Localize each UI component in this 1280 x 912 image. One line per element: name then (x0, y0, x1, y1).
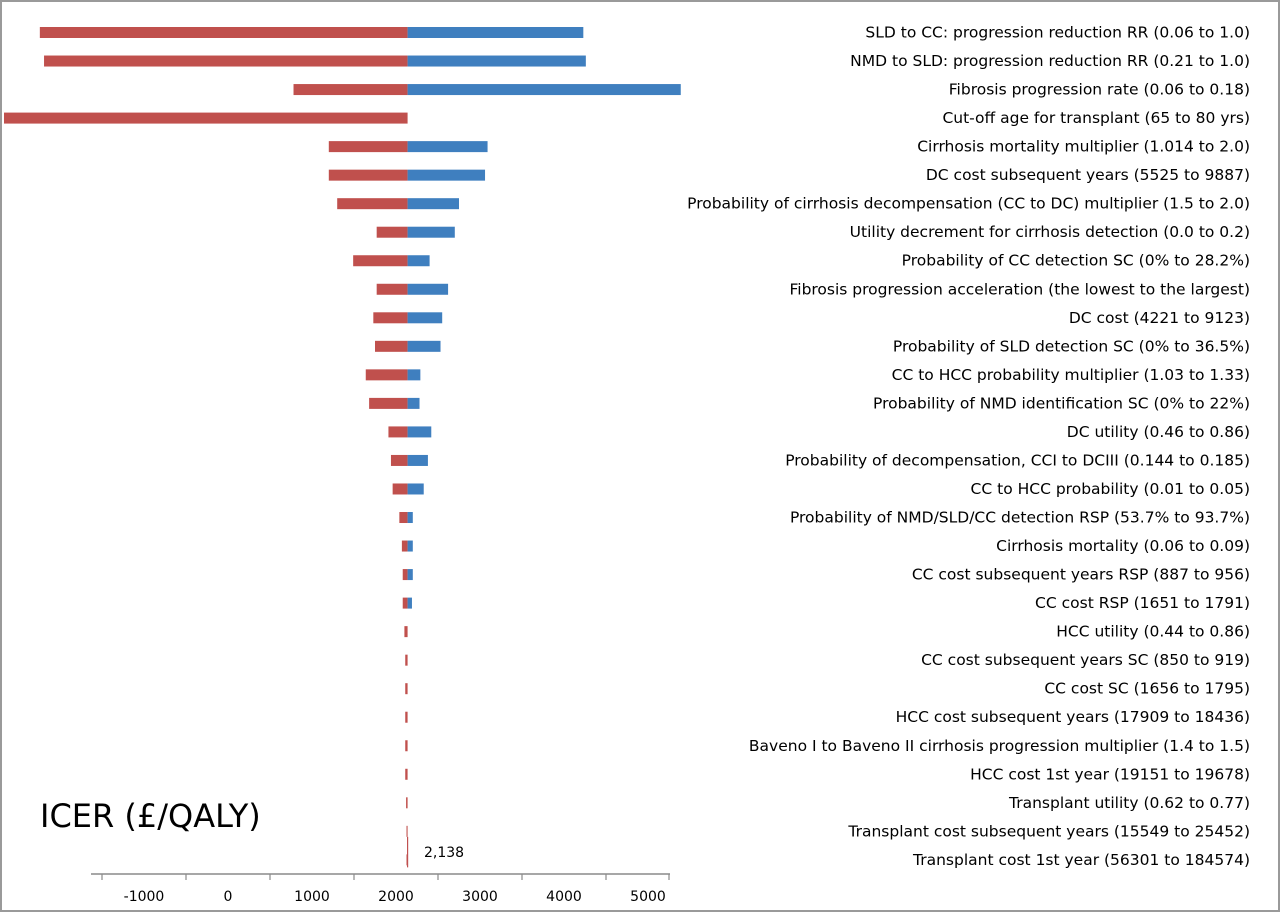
bar-low (375, 340, 408, 352)
bar-high (407, 255, 430, 267)
bar-high (407, 27, 584, 38)
bar-high (407, 226, 455, 238)
category-label: Probability of SLD detection SC (0% to 3… (893, 337, 1250, 355)
bar-low (369, 397, 408, 409)
category-label: Utility decrement for cirrhosis detectio… (850, 223, 1250, 241)
bar-high (407, 340, 441, 352)
category-label: HCC utility (0.44 to 0.86) (1056, 623, 1250, 641)
category-label: HCC cost subsequent years (17909 to 1843… (896, 708, 1250, 726)
category-label: Fibrosis progression rate (0.06 to 0.18) (949, 81, 1250, 99)
x-tick-label: 2000 (378, 889, 414, 905)
x-tick-label: 4000 (546, 889, 582, 905)
category-label: DC cost subsequent years (5525 to 9887) (926, 166, 1250, 184)
bar-high (407, 540, 413, 552)
bar-high (407, 454, 428, 466)
x-tick-label: -1000 (124, 889, 165, 905)
category-label: Transplant cost subsequent years (15549 … (847, 822, 1250, 840)
bar-low (353, 255, 408, 267)
bar-low (405, 740, 408, 752)
category-label: CC to HCC probability multiplier (1.03 t… (892, 366, 1250, 384)
category-label: Cirrhosis mortality (0.06 to 0.09) (996, 537, 1250, 555)
x-tick-label: 0 (224, 889, 233, 905)
category-label: Cirrhosis mortality multiplier (1.014 to… (917, 138, 1250, 156)
bar-low (402, 569, 408, 581)
bar-low (39, 27, 408, 38)
bar-low (365, 369, 408, 381)
x-tick-label: 1000 (294, 889, 330, 905)
bar-high (407, 312, 443, 324)
bar-high (407, 597, 412, 609)
bar-low (390, 454, 408, 466)
x-axis-title: ICER (£/QALY) (40, 797, 261, 835)
category-label: Transplant cost 1st year (56301 to 18457… (912, 851, 1250, 869)
bar-high (407, 198, 459, 210)
bar-low (373, 312, 408, 324)
bar-low (388, 426, 408, 438)
category-label: Probability of NMD identification SC (0%… (873, 394, 1250, 412)
bar-low (404, 626, 408, 638)
bar-low (44, 55, 408, 67)
bar-low (405, 711, 408, 723)
base-value-label: 2,138 (424, 845, 464, 861)
x-tick-label: 3000 (462, 889, 498, 905)
category-label: DC utility (0.46 to 0.86) (1067, 423, 1250, 441)
x-axis-ticks-group: -1000 0 1000 2000 3000 4000 5000 (101, 874, 670, 905)
bar-high (407, 283, 449, 295)
category-label: Probability of decompensation, CCI to DC… (785, 451, 1250, 469)
x-tick-label: 5000 (630, 889, 666, 905)
category-label: Probability of cirrhosis decompensation … (687, 195, 1250, 213)
category-label: DC cost (4221 to 9123) (1069, 309, 1250, 327)
bar-low (293, 84, 408, 96)
bar-high (407, 512, 413, 524)
category-label: Baveno I to Baveno II cirrhosis progress… (749, 737, 1250, 755)
bar-low (392, 483, 408, 495)
category-label: CC cost RSP (1651 to 1791) (1035, 594, 1250, 612)
bars-group (4, 27, 681, 866)
category-label: SLD to CC: progression reduction RR (0.0… (865, 24, 1250, 42)
bar-high (407, 483, 424, 495)
bar-high (407, 55, 586, 67)
category-label: NMD to SLD: progression reduction RR (0.… (850, 52, 1250, 70)
bar-low (399, 512, 408, 524)
bar-low (406, 797, 408, 809)
category-label: CC cost subsequent years RSP (887 to 956… (912, 566, 1250, 584)
bar-low (328, 141, 408, 153)
bar-low (337, 198, 408, 210)
bar-low (405, 654, 408, 666)
category-label: Cut-off age for transplant (65 to 80 yrs… (942, 109, 1250, 127)
bar-high (407, 569, 413, 581)
bar-low (328, 169, 408, 181)
category-labels-group: SLD to CC: progression reduction RR (0.0… (687, 24, 1250, 869)
bar-low (406, 825, 408, 837)
category-label: Probability of CC detection SC (0% to 28… (902, 252, 1250, 270)
category-label: Transplant utility (0.62 to 0.77) (1008, 794, 1250, 812)
bar-high (407, 141, 488, 153)
bar-high (407, 169, 486, 181)
category-label: CC cost SC (1656 to 1795) (1044, 680, 1250, 698)
category-label: CC to HCC probability (0.01 to 0.05) (971, 480, 1250, 498)
category-label: CC cost subsequent years SC (850 to 919) (921, 651, 1250, 669)
bar-high (407, 369, 421, 381)
category-label: Fibrosis progression acceleration (the l… (789, 280, 1250, 298)
bar-high (407, 84, 681, 96)
bar-low (405, 768, 408, 780)
bar-low (402, 597, 408, 609)
bar-low (376, 283, 408, 295)
bar-low (4, 112, 408, 124)
bar-low (376, 226, 408, 238)
bar-high (407, 426, 432, 438)
bar-high (407, 397, 420, 409)
category-label: HCC cost 1st year (19151 to 19678) (970, 765, 1250, 783)
category-label: Probability of NMD/SLD/CC detection RSP … (790, 509, 1250, 527)
bar-low (401, 540, 408, 552)
bar-low (405, 683, 408, 695)
